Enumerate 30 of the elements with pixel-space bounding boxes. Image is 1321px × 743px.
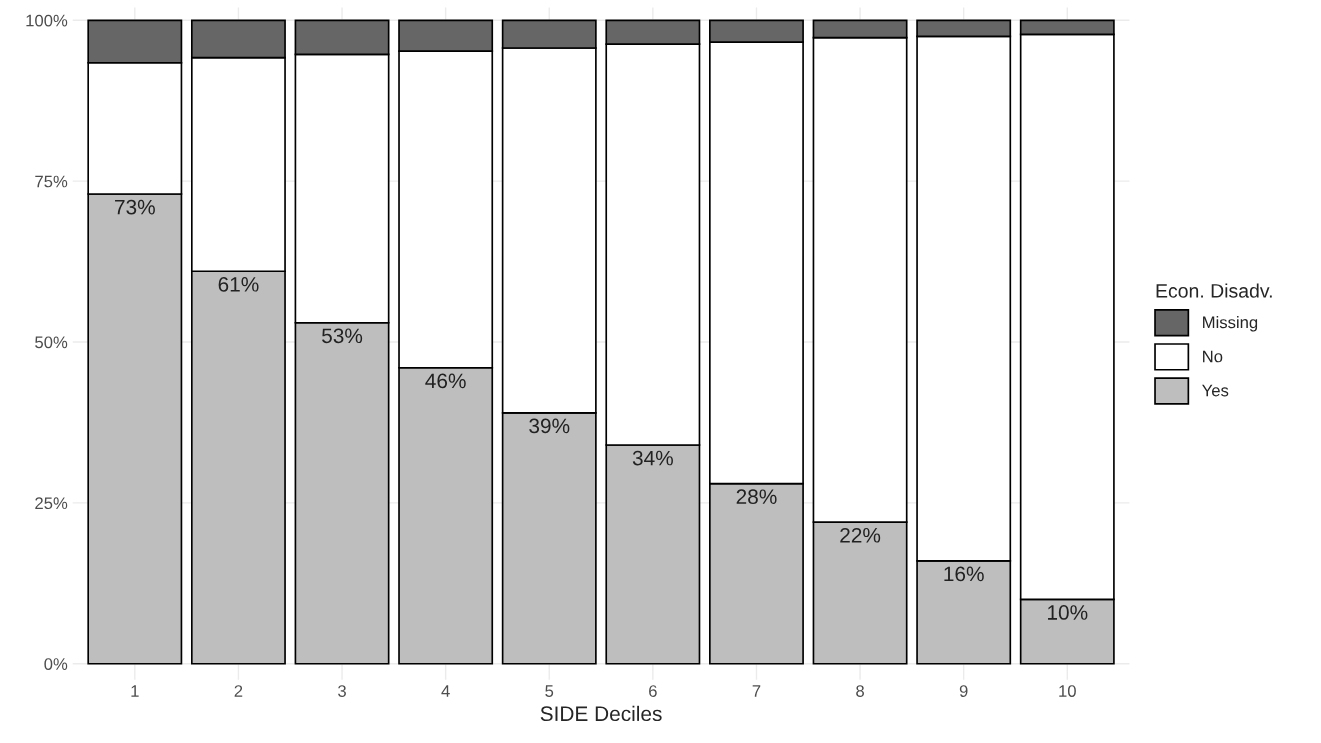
x-tick-label: 6 (649, 685, 657, 697)
y-tick-label: 0% (44, 658, 68, 670)
x-tick-label: 2 (234, 685, 243, 697)
x-axis-title: SIDE Deciles (540, 705, 662, 722)
x-tick-label: 10 (1059, 685, 1076, 697)
x-tick-label: 7 (752, 685, 761, 697)
data-label: 61% (218, 276, 259, 292)
x-tick-label: 1 (131, 685, 139, 697)
y-tick-label: 100% (26, 14, 68, 27)
x-tick-label: 3 (338, 685, 346, 697)
data-label: 34% (632, 450, 673, 466)
data-label: 73% (115, 199, 155, 215)
legend-label: Yes (1202, 384, 1229, 397)
y-tick-label: 50% (35, 336, 68, 349)
data-label: 10% (1048, 605, 1088, 620)
legend-label: Missing (1203, 316, 1258, 332)
data-label: 46% (425, 373, 466, 389)
data-label: 39% (529, 418, 570, 434)
x-tick-label: 8 (856, 685, 864, 697)
y-tick-label: 75% (35, 175, 68, 188)
x-tick-label: 9 (959, 685, 968, 697)
legend-title: Econ. Disadv. (1156, 283, 1272, 298)
legend-label: No (1203, 350, 1223, 363)
data-label: 28% (736, 489, 777, 505)
x-tick-label: 4 (441, 685, 450, 697)
y-tick-label: 25% (35, 497, 68, 510)
data-label: 53% (322, 328, 363, 344)
x-tick-label: 5 (545, 685, 554, 697)
data-label: 16% (944, 566, 984, 582)
data-label: 22% (840, 527, 881, 543)
